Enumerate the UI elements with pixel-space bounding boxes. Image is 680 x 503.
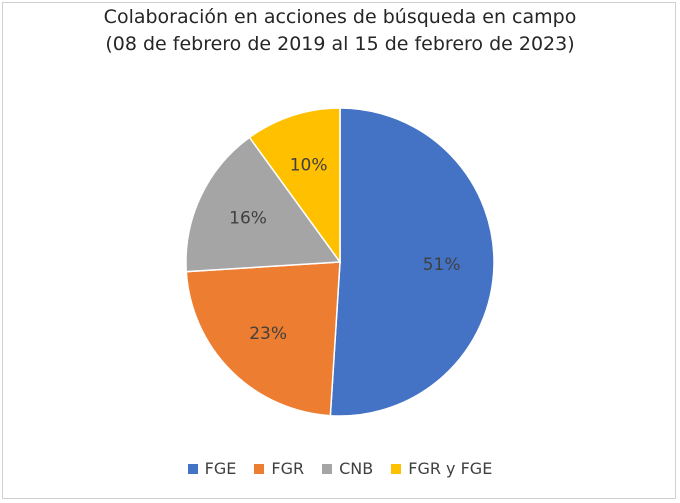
legend-label: FGR [271, 459, 305, 478]
pie-slice-fgr [185, 261, 341, 417]
chart-legend: FGE FGR CNB FGR y FGE [0, 459, 680, 478]
legend-label: FGR y FGE [408, 459, 493, 478]
legend-swatch [254, 463, 265, 474]
pie-slice-fgr-y-fge [248, 107, 341, 265]
pie-slice-fge [329, 107, 495, 417]
legend-label: CNB [339, 459, 374, 478]
legend-label: FGE [204, 459, 237, 478]
data-label-fge: 51% [423, 255, 461, 275]
chart-title-block: Colaboración en acciones de búsqueda en … [0, 4, 680, 58]
data-label-fgr-y-fge: 10% [290, 155, 328, 175]
data-label-cnb: 16% [229, 209, 267, 229]
legend-item-fgr-y-fge: FGR y FGE [391, 459, 492, 478]
legend-swatch [391, 463, 402, 474]
pie-slice-cnb [185, 136, 342, 273]
chart-title: Colaboración en acciones de búsqueda en … [103, 6, 577, 28]
legend-item-cnb: CNB [322, 459, 373, 478]
legend-item-fgr: FGR [254, 459, 304, 478]
chart-subtitle: (08 de febrero de 2019 al 15 de febrero … [105, 33, 575, 55]
legend-swatch [322, 463, 333, 474]
legend-swatch [187, 463, 198, 474]
legend-item-fge: FGE [187, 459, 237, 478]
data-label-fgr: 23% [249, 324, 287, 344]
